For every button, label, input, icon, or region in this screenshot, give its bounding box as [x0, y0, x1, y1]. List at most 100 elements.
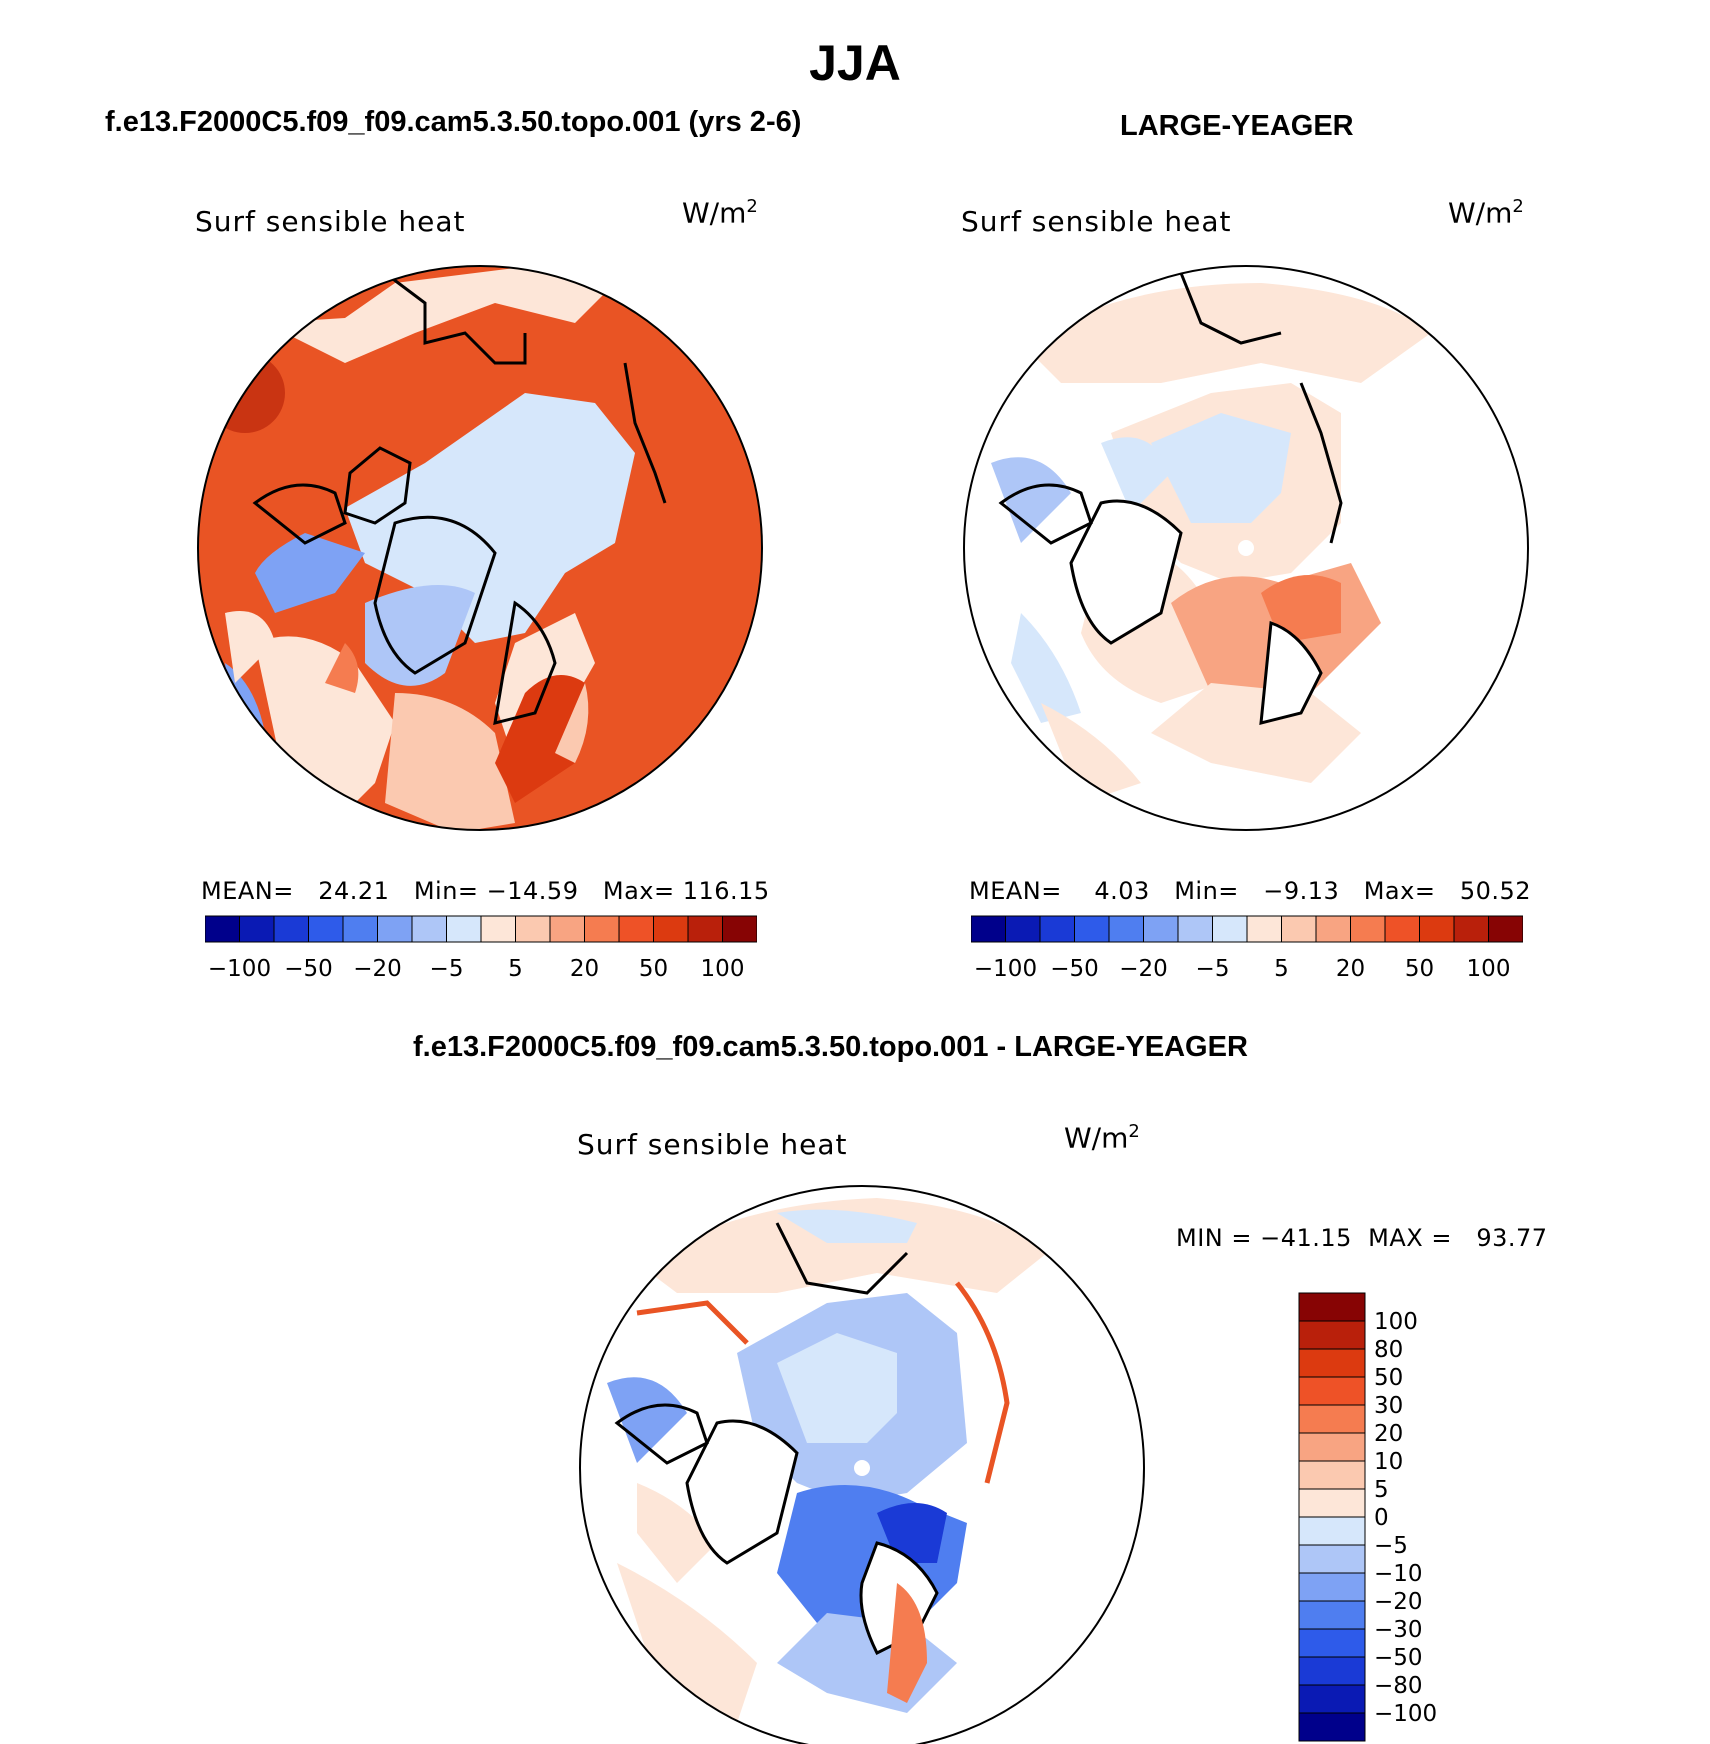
panel-1-colorbar-swatch: [618, 915, 654, 943]
panel-1-colorbar-tick-label: −20: [353, 956, 402, 982]
panel-2-title: LARGE-YEAGER: [1120, 110, 1354, 142]
panel-2-colorbar-swatch: [1177, 915, 1213, 943]
panel-2-colorbar-swatch: [1039, 915, 1075, 943]
panel-3-colorbar-tick-label: −100: [1374, 1701, 1437, 1727]
panel-3-units: W/m2: [1064, 1121, 1140, 1155]
panel-3-colorbar-swatch: [1298, 1600, 1366, 1630]
panel-1-colorbar-tick-label: −100: [208, 956, 271, 982]
panel-1-colorbar-swatch: [653, 915, 689, 943]
panel-2-colorbar-swatch: [1212, 915, 1248, 943]
panel-3-colorbar-tick-label: −10: [1374, 1561, 1423, 1587]
panel-1-colorbar-tick-label: 50: [639, 956, 668, 982]
panel-3-stats: MIN = −41.15 MAX = 93.77: [1176, 1224, 1548, 1252]
panel-1-colorbar-swatch: [273, 915, 309, 943]
panel-2-colorbar-swatch: [1384, 915, 1420, 943]
panel-2-colorbar-swatch: [1453, 915, 1489, 943]
panel-2-colorbar-tick-label: 50: [1405, 956, 1434, 982]
panel-2-colorbar-tick-label: 5: [1274, 956, 1289, 982]
panel-2-colorbar-swatch: [1488, 915, 1523, 943]
panel-3-variable: Surf sensible heat: [577, 1128, 848, 1161]
panel-2-variable: Surf sensible heat: [961, 205, 1232, 238]
panel-1-colorbar-swatch: [446, 915, 482, 943]
panel-3-colorbar-swatch: [1298, 1432, 1366, 1462]
panel-1-colorbar-swatch: [515, 915, 551, 943]
panel-2-stats: MEAN= 4.03 Min= −9.13 Max= 50.52: [969, 877, 1532, 905]
panel-3-colorbar-swatch: [1298, 1516, 1366, 1546]
panel-3-colorbar-swatch: [1298, 1544, 1366, 1574]
panel-2-colorbar-swatch: [1281, 915, 1317, 943]
panel-3-colorbar-swatch: [1298, 1684, 1366, 1714]
panel-3-colorbar-swatch: [1298, 1320, 1366, 1350]
panel-2-units: W/m2: [1448, 196, 1524, 230]
panel-3-colorbar-tick-label: 20: [1374, 1421, 1403, 1447]
panel-3-colorbar-tick-label: 5: [1374, 1477, 1389, 1503]
panel-1-colorbar-swatch: [342, 915, 378, 943]
panel-1-stats: MEAN= 24.21 Min= −14.59 Max= 116.15: [201, 877, 770, 905]
panel-3-colorbar: [1298, 1292, 1366, 1742]
panel-2-colorbar-tick-label: 20: [1336, 956, 1365, 982]
panel-3-colorbar-tick-label: 100: [1374, 1309, 1418, 1335]
panel-2-colorbar-tick-label: −5: [1196, 956, 1230, 982]
panel-1-colorbar-swatch: [205, 915, 240, 943]
panel-3-colorbar-tick-label: 10: [1374, 1449, 1403, 1475]
panel-1-colorbar-tick-label: −5: [430, 956, 464, 982]
panel-3-colorbar-swatch: [1298, 1404, 1366, 1434]
panel-1-colorbar-tick-label: −50: [284, 956, 333, 982]
panel-3-colorbar-tick-label: 80: [1374, 1337, 1403, 1363]
panel-2-colorbar-tick-label: −100: [974, 956, 1037, 982]
panel-1-colorbar-swatch: [377, 915, 413, 943]
panel-3-colorbar-swatch: [1298, 1488, 1366, 1518]
panel-1-colorbar-swatch: [549, 915, 585, 943]
panel-1-colorbar-swatch: [584, 915, 620, 943]
panel-3-colorbar-swatch: [1298, 1712, 1366, 1742]
panel-1-colorbar-swatch: [687, 915, 723, 943]
panel-2-colorbar-swatch: [1350, 915, 1386, 943]
panel-2-colorbar-tick-label: −20: [1119, 956, 1168, 982]
panel-3-colorbar-tick-label: 0: [1374, 1505, 1389, 1531]
panel-3-colorbar-tick-label: −50: [1374, 1645, 1423, 1671]
panel-1-colorbar-labels: −100 −50 −20 −5 5 20 50 100: [208, 956, 745, 982]
panel-2-colorbar-swatch: [1074, 915, 1110, 943]
panel-1-colorbar-swatch: [308, 915, 344, 943]
panel-1-colorbar: [205, 915, 757, 943]
panel-1-units: W/m2: [682, 196, 758, 230]
panel-3-colorbar-swatch: [1298, 1656, 1366, 1686]
panel-3-colorbar-swatch: [1298, 1292, 1366, 1322]
panel-3-colorbar-tick-label: −80: [1374, 1673, 1423, 1699]
panel-2-polar-map: [963, 265, 1529, 831]
panel-2-colorbar-tick-label: 100: [1467, 956, 1511, 982]
panel-1-colorbar-tick-label: 5: [508, 956, 523, 982]
panel-3-colorbar-tick-label: −20: [1374, 1589, 1423, 1615]
panel-3-polar-map: [579, 1185, 1145, 1744]
panel-1-colorbar-swatch: [411, 915, 447, 943]
panel-2-colorbar-swatch: [1143, 915, 1179, 943]
panel-3-colorbar-tick-label: −5: [1374, 1533, 1408, 1559]
panel-2-colorbar-swatch: [1005, 915, 1041, 943]
panel-3-colorbar-tick-label: 30: [1374, 1393, 1403, 1419]
panel-1-colorbar-swatch: [239, 915, 275, 943]
panel-2-colorbar: [971, 915, 1523, 943]
panel-2-colorbar-swatch: [1246, 915, 1282, 943]
panel-1-polar-map: [197, 265, 763, 831]
panel-3-title: f.e13.F2000C5.f09_f09.cam5.3.50.topo.001…: [413, 1031, 1248, 1063]
panel-2-colorbar-swatch: [1315, 915, 1351, 943]
panel-2-colorbar-tick-label: −50: [1050, 956, 1099, 982]
panel-3-colorbar-tick-label: −30: [1374, 1617, 1423, 1643]
main-title: JJA: [809, 35, 901, 91]
panel-3-colorbar-swatch: [1298, 1376, 1366, 1406]
panel-1-colorbar-tick-label: 20: [570, 956, 599, 982]
panel-3-colorbar-swatch: [1298, 1572, 1366, 1602]
panel-1-colorbar-tick-label: 100: [701, 956, 745, 982]
panel-3-colorbar-swatch: [1298, 1460, 1366, 1490]
panel-2-colorbar-swatch: [1419, 915, 1455, 943]
panel-3-colorbar-tick-label: 50: [1374, 1365, 1403, 1391]
panel-1-variable: Surf sensible heat: [195, 205, 466, 238]
panel-2-colorbar-swatch: [1108, 915, 1144, 943]
panel-3-colorbar-swatch: [1298, 1348, 1366, 1378]
panel-1-title: f.e13.F2000C5.f09_f09.cam5.3.50.topo.001…: [105, 106, 802, 138]
panel-2-colorbar-labels: −100 −50 −20 −5 5 20 50 100: [974, 956, 1511, 982]
panel-3-colorbar-swatch: [1298, 1628, 1366, 1658]
panel-2-colorbar-swatch: [971, 915, 1006, 943]
panel-1-colorbar-swatch: [480, 915, 516, 943]
